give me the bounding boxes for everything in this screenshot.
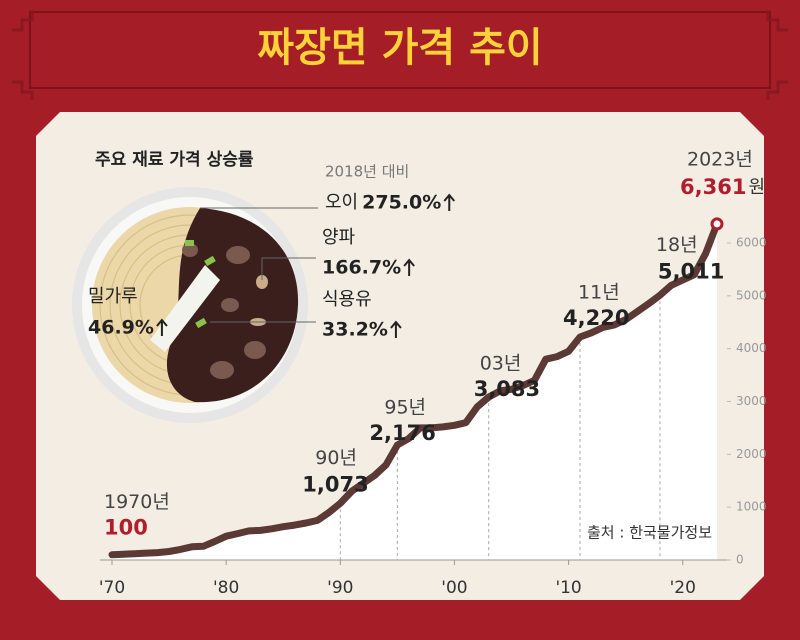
bowl-illustration: [72, 187, 308, 423]
x-tick-label: '10: [555, 578, 581, 598]
x-tick-label: '20: [670, 578, 696, 598]
up-arrow: [390, 320, 402, 338]
annotation-year: 18년: [656, 234, 698, 256]
x-tick-label: '80: [213, 578, 239, 598]
y-tick-label: 0: [736, 553, 744, 567]
ingredient-name: 양파: [322, 227, 356, 248]
x-tick-label: '90: [327, 578, 353, 598]
x-tick-label: '00: [441, 578, 467, 598]
ingredient-name: 식용유: [322, 289, 372, 310]
annotation-year: 1970년: [104, 491, 170, 513]
plot: 0 1000 2000 3000 4000 5000 6000 '70 '80 '90 '00 '10…: [99, 148, 767, 598]
annotation-value: 2,176: [369, 421, 435, 445]
annotation-unit: 원: [748, 177, 765, 198]
up-arrow: [156, 318, 168, 336]
ingredient-rise: 275.0%: [362, 192, 441, 214]
y-tick-label: 5000: [736, 288, 767, 302]
end-marker: [710, 217, 724, 231]
y-tick-label: 2000: [736, 447, 767, 461]
annotation-year: 95년: [384, 397, 426, 419]
ingredient-name: 밀가루: [88, 286, 138, 307]
y-tick-label: 1000: [736, 500, 767, 514]
y-tick-label: 3000: [736, 394, 767, 408]
price-line: [108, 220, 721, 559]
ingredients-subtitle: 2018년 대비: [325, 163, 409, 181]
ingredient-name: 오이: [325, 192, 358, 213]
up-arrow: [403, 258, 415, 276]
leader-lines: [200, 207, 318, 323]
y-tick-label: 6000: [736, 236, 767, 250]
ingredient-rise: 33.2%: [322, 319, 388, 341]
title: 짜장면 가격 추이: [257, 25, 542, 71]
ingredient-rise: 46.9%: [88, 317, 154, 339]
area: [112, 223, 717, 560]
annotation-value: 100: [104, 516, 148, 540]
y-tick-label: 4000: [736, 341, 767, 355]
ingredients-title: 주요 재료 가격 상승률: [95, 150, 254, 170]
x-tick-label: '70: [99, 578, 125, 598]
banner-frame: [12, 10, 788, 100]
annotation-value: 6,361: [680, 175, 746, 199]
annotation-value: 3,083: [474, 377, 540, 401]
annotation-value: 5,011: [658, 259, 724, 283]
annotation-year: 90년: [315, 447, 357, 469]
ingredient-rise: 166.7%: [322, 257, 401, 279]
up-arrow: [443, 193, 456, 211]
annotation-year: 03년: [480, 353, 522, 375]
annotation-year: 2023년: [687, 148, 753, 170]
annotation-year: 11년: [578, 282, 620, 304]
annotation-value: 4,220: [563, 306, 629, 330]
annotation-value: 1,073: [302, 472, 368, 496]
source: 출처 : 한국물가정보: [587, 524, 712, 542]
